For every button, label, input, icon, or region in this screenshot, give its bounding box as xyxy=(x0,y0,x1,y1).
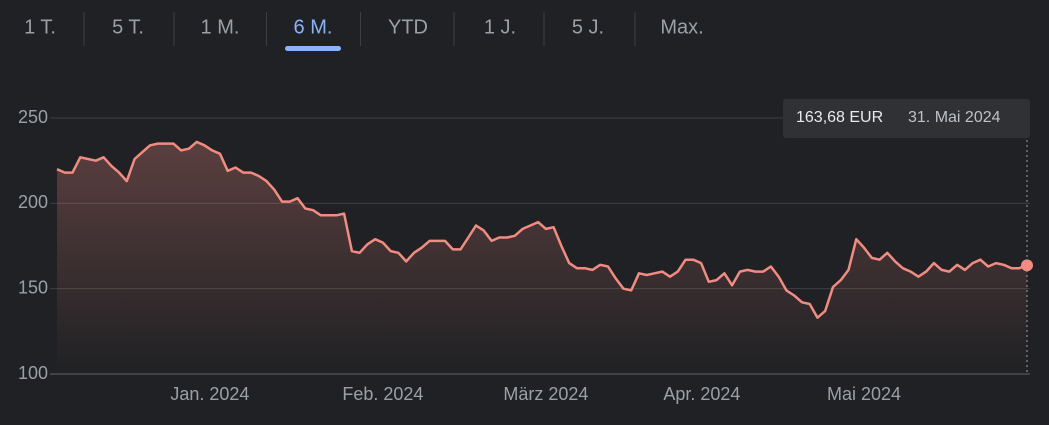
x-tick-label: Mai 2024 xyxy=(827,384,901,404)
time-range-tab[interactable]: 6 M. xyxy=(294,16,333,38)
time-range-tab[interactable]: 1 M. xyxy=(201,16,240,38)
price-line xyxy=(56,140,1028,319)
x-tick-label: Feb. 2024 xyxy=(342,384,423,404)
y-tick-label: 200 xyxy=(18,192,48,212)
x-tick-label: Jan. 2024 xyxy=(170,384,249,404)
time-range-tab[interactable]: 1 J. xyxy=(484,16,516,38)
time-range-tab[interactable]: 1 T. xyxy=(24,16,56,38)
time-range-tab[interactable]: 5 J. xyxy=(572,16,604,38)
time-range-tab[interactable]: Max. xyxy=(660,16,703,38)
y-tick-label: 100 xyxy=(18,363,48,383)
hover-dot xyxy=(1021,259,1033,272)
y-tick-label: 250 xyxy=(18,107,48,127)
area-fill xyxy=(57,141,1027,374)
tooltip-value: 163,68 EUR xyxy=(796,109,883,126)
x-tick-label: März 2024 xyxy=(503,384,588,404)
x-tick-label: Apr. 2024 xyxy=(663,384,740,404)
tooltip-box xyxy=(783,99,1030,138)
y-tick-label: 150 xyxy=(18,277,48,297)
tooltip-date: 31. Mai 2024 xyxy=(908,109,1001,126)
time-range-tab[interactable]: 5 T. xyxy=(112,16,144,38)
time-range-tab[interactable]: YTD xyxy=(388,16,428,38)
active-tab-indicator xyxy=(285,46,341,51)
